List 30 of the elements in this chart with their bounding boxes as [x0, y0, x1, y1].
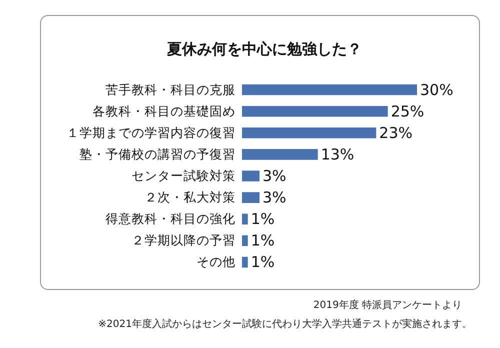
data-label: 3% [262, 188, 286, 207]
bar [242, 235, 248, 246]
bar [242, 214, 248, 224]
bar [242, 106, 388, 117]
y-tick-label: ２次・私大対策 [144, 190, 236, 205]
bar [242, 170, 260, 182]
text: 2019年度 特派員アンケートより [313, 298, 462, 312]
bar [242, 149, 318, 160]
y-tick-label: 得意教科・科目の強化 [106, 211, 236, 226]
data-label: 23% [379, 124, 413, 142]
chart-title: 夏休み何を中心に勉強した？ [166, 40, 362, 58]
data-label: 13% [320, 145, 354, 164]
data-label: 1% [250, 232, 275, 250]
data-label: 3% [262, 167, 286, 185]
data-label: 1% [250, 210, 275, 228]
text: ※2021年度入試からはセンター試験に代わり大学入学共通テストが実施されます。 [98, 318, 472, 331]
data-label: 25% [390, 102, 424, 120]
y-tick-label: 苦手教科・科目の克服 [106, 82, 236, 97]
y-tick-label: 塾・予備校の講習の予復習 [80, 146, 236, 162]
data-label: 1% [250, 253, 275, 272]
data-label: 30% [420, 80, 454, 99]
bar [242, 192, 260, 203]
y-tick-label: ２学期以降の予習 [132, 232, 236, 248]
y-tick-label: センター試験対策 [132, 168, 236, 183]
bar [242, 256, 248, 268]
y-tick-label: 各教科・科目の基礎固め [92, 103, 236, 118]
y-tick-label: その他 [196, 254, 236, 270]
bar [242, 128, 376, 138]
bar [242, 84, 417, 96]
y-tick-label: １学期までの学習内容の復習 [66, 124, 236, 140]
